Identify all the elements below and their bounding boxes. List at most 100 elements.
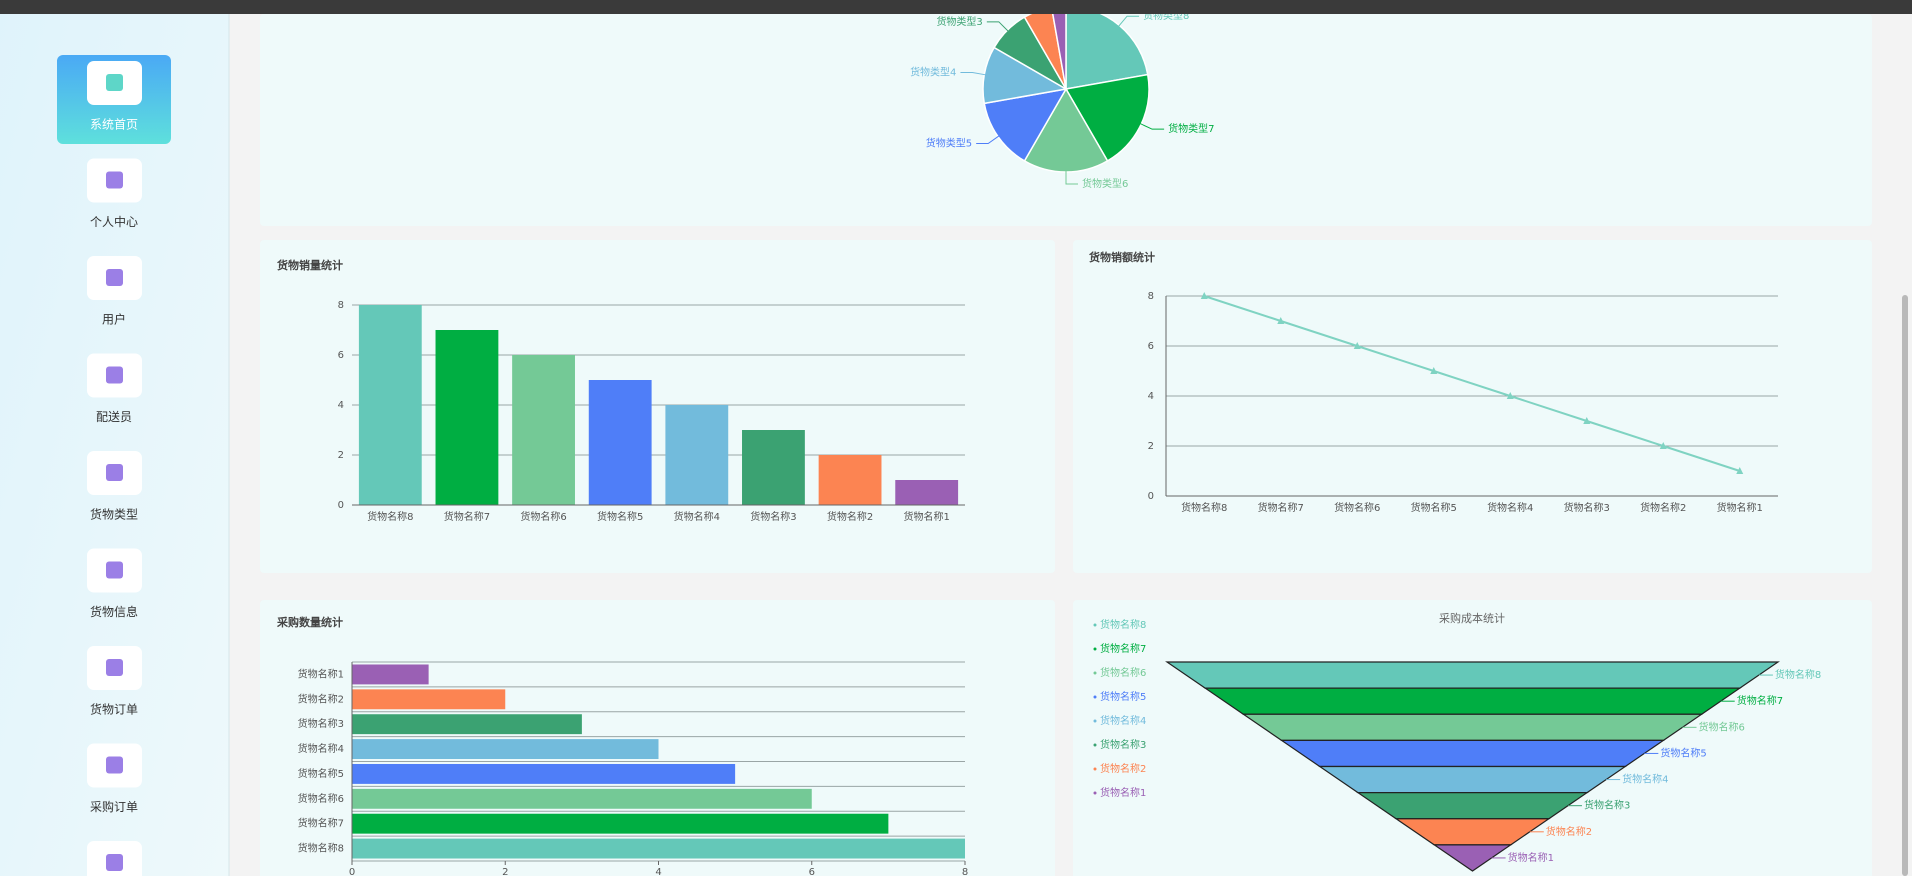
- nav-icon: [106, 464, 123, 481]
- legend-dot: [1093, 743, 1097, 747]
- bar: [352, 788, 812, 809]
- y-tick-label: 0: [338, 500, 344, 511]
- nav-icon: [106, 366, 123, 384]
- y-tick-label: 2: [338, 450, 344, 461]
- legend-dot: [1093, 767, 1097, 771]
- x-tick-label: 货物名称8: [367, 510, 413, 523]
- slice-label: 货物类型6: [1082, 177, 1128, 190]
- y-tick-label: 4: [1148, 391, 1154, 402]
- y-tick-label: 货物名称5: [298, 767, 344, 780]
- slice-label: 货物类型3: [936, 15, 982, 28]
- chart-title: 货物销量统计: [276, 258, 343, 272]
- x-tick-label: 货物名称3: [1564, 501, 1610, 514]
- leader-line: [976, 135, 1000, 144]
- x-tick-label: 货物名称5: [597, 510, 643, 523]
- bar: [665, 405, 729, 505]
- nav-item[interactable]: 系统首页: [57, 55, 171, 144]
- point: [1583, 417, 1591, 424]
- y-tick-label: 货物名称3: [298, 717, 344, 730]
- x-tick-label: 货物名称2: [827, 510, 873, 523]
- y-tick-label: 2: [1148, 441, 1154, 452]
- nav-label: 配送员: [96, 409, 132, 424]
- legend-label[interactable]: 货物名称5: [1100, 690, 1146, 703]
- legend-dot: [1093, 719, 1097, 723]
- legend-label[interactable]: 货物名称6: [1100, 666, 1146, 679]
- bar: [352, 689, 506, 710]
- scrollbar[interactable]: [1902, 295, 1908, 876]
- nav-icon: [106, 561, 123, 579]
- funnel-layer: [1317, 765, 1628, 794]
- funnel-layer: [1165, 661, 1780, 689]
- nav-item[interactable]: 个人中心: [87, 158, 142, 230]
- panel: [1073, 240, 1872, 573]
- legend-label[interactable]: 货物名称1: [1100, 786, 1146, 799]
- x-tick-label: 货物名称7: [444, 510, 490, 523]
- top-bar: [0, 0, 1912, 14]
- nav-icon: [106, 269, 123, 286]
- nav-item[interactable]: 货物订单: [87, 646, 142, 717]
- nav-item[interactable]: 配送员: [87, 353, 142, 425]
- funnel-label: 货物名称1: [1508, 851, 1554, 864]
- bar: [352, 664, 429, 685]
- x-tick-label: 2: [502, 867, 508, 876]
- nav-item[interactable]: 采购订单: [87, 743, 142, 815]
- x-tick-label: 货物名称5: [1411, 501, 1457, 514]
- chart-bar: 货物销量统计 0 2 4 6 8 货物名称8 货物名称7 货物名称6 货物名称5 货物名称4 货物名称…: [260, 240, 1055, 573]
- x-tick-label: 货物名称2: [1640, 501, 1686, 514]
- funnel-layer: [1241, 713, 1704, 741]
- chart-title: 采购成本统计: [1439, 611, 1505, 625]
- y-tick-label: 货物名称8: [298, 842, 344, 855]
- bar: [358, 305, 422, 505]
- y-tick-label: 8: [1148, 291, 1154, 302]
- y-tick-label: 6: [1148, 341, 1154, 352]
- leader-line: [1065, 170, 1078, 185]
- bar: [352, 763, 736, 784]
- funnel-layer: [1279, 739, 1666, 768]
- x-tick-label: 货物名称4: [674, 510, 720, 523]
- y-tick-label: 0: [1148, 491, 1154, 502]
- funnel-label: 货物名称6: [1699, 720, 1745, 733]
- nav-item[interactable]: 货物类型: [87, 451, 142, 522]
- funnel-label: 货物名称4: [1622, 773, 1668, 786]
- point: [1430, 367, 1438, 374]
- point: [1506, 392, 1514, 399]
- bar: [352, 813, 889, 834]
- leader-line: [986, 21, 1010, 33]
- nav-item[interactable]: [87, 841, 142, 876]
- x-tick-label: 4: [655, 867, 661, 876]
- legend-dot: [1093, 695, 1097, 699]
- x-tick-label: 货物名称4: [1487, 501, 1533, 514]
- legend-label[interactable]: 货物名称3: [1100, 738, 1146, 751]
- slice-label: 货物类型5: [926, 136, 972, 149]
- funnel-layer: [1356, 792, 1589, 820]
- point: [1659, 442, 1667, 449]
- x-tick-label: 货物名称6: [520, 510, 566, 523]
- funnel-label: 货物名称2: [1546, 825, 1592, 838]
- point: [1200, 292, 1208, 299]
- funnel-label: 货物名称3: [1584, 799, 1630, 812]
- legend-dot: [1093, 647, 1097, 651]
- x-tick-label: 货物名称1: [904, 510, 950, 523]
- nav-icon: [106, 854, 123, 871]
- nav-icon: [106, 756, 123, 774]
- funnel-label: 货物名称7: [1737, 694, 1783, 707]
- x-tick-label: 0: [349, 867, 355, 876]
- bar: [352, 739, 659, 760]
- bar: [818, 455, 882, 505]
- legend-label[interactable]: 货物名称4: [1100, 714, 1146, 727]
- x-tick-label: 6: [809, 867, 815, 876]
- nav-icon: [106, 659, 123, 676]
- legend-label[interactable]: 货物名称7: [1100, 642, 1146, 655]
- x-tick-label: 货物名称3: [750, 510, 796, 523]
- x-tick-label: 货物名称1: [1717, 501, 1763, 514]
- bar: [895, 480, 959, 505]
- sidebar: [0, 0, 229, 876]
- nav-item[interactable]: 货物信息: [87, 548, 142, 620]
- leader-line: [960, 72, 987, 76]
- legend-label[interactable]: 货物名称8: [1100, 618, 1146, 631]
- legend-dot: [1093, 791, 1097, 795]
- legend-label[interactable]: 货物名称2: [1100, 762, 1146, 775]
- panel: [260, 600, 1055, 876]
- nav-item[interactable]: 用户: [87, 256, 142, 327]
